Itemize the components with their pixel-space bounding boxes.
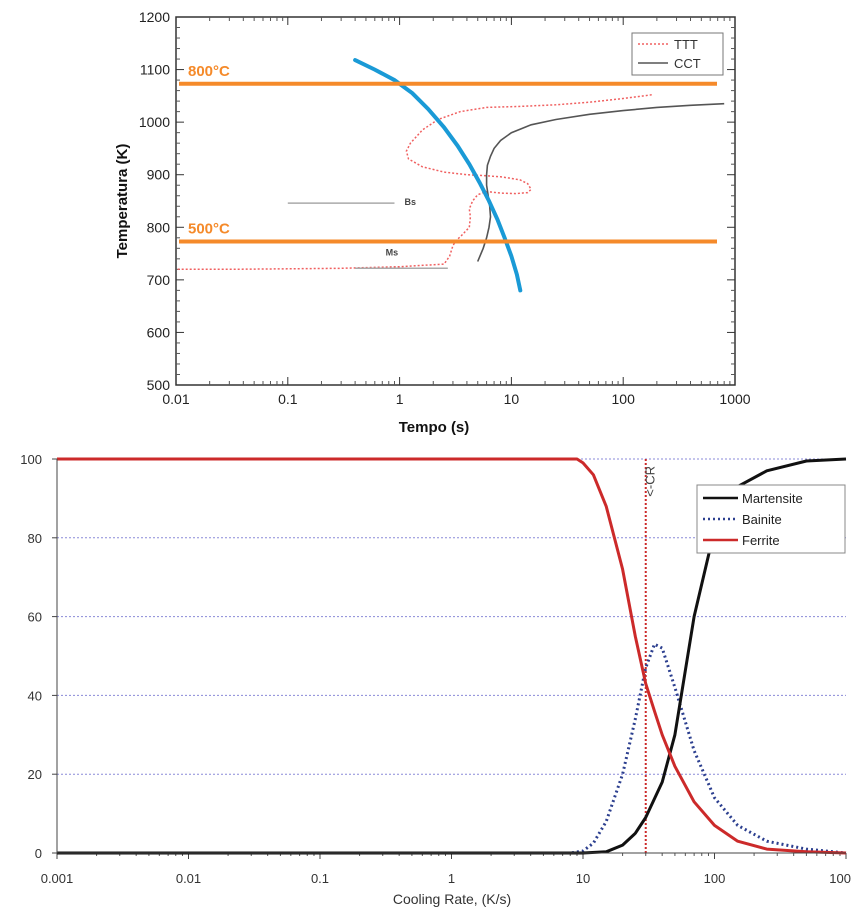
bottom-y-tick-label: 80 xyxy=(28,531,42,546)
bottom-y-tick-label: 100 xyxy=(20,452,42,467)
bottom-y-tick-label: 60 xyxy=(28,610,42,625)
top-y-tick-label: 500 xyxy=(147,377,171,393)
top-y-tick-label: 900 xyxy=(147,167,171,183)
bottom-y-tick-label: 20 xyxy=(28,767,42,782)
top-y-tick-label: 1100 xyxy=(140,62,170,78)
top-x-tick-label: 0.1 xyxy=(278,391,298,407)
top-y-tick-label: 600 xyxy=(147,324,171,340)
legend-martensite-label: Martensite xyxy=(742,491,803,506)
bottom-x-tick-label: 100 xyxy=(704,871,726,886)
phase-fraction-chart: 0 20 40 60 80 100 0.001 0.01 0.1 1 10 100 100 <-CR C… xyxy=(20,452,851,907)
ttt-series-line xyxy=(176,94,652,271)
bottom-x-tick-label: 10 xyxy=(576,871,590,886)
top-x-tick-label: 1 xyxy=(396,391,404,407)
top-y-axis-title: Temperatura (K) xyxy=(114,144,131,259)
bottom-legend-box xyxy=(696,484,846,554)
top-legend-box xyxy=(631,32,724,76)
top-x-tick-label: 10 xyxy=(504,391,520,407)
ferrite-series-line xyxy=(57,457,847,855)
top-y-tick-label: 1000 xyxy=(139,114,170,130)
top-y-tick-label: 1200 xyxy=(139,9,170,25)
legend-ferrite-label: Ferrite xyxy=(742,533,780,548)
top-x-tick-label: 100 xyxy=(612,391,636,407)
ref-label-500c: 500°C xyxy=(188,220,230,237)
top-x-axis-title: Tempo (s) xyxy=(399,419,470,436)
bottom-legend: Martensite Bainite Ferrite xyxy=(696,484,846,554)
ms-label: Ms xyxy=(386,247,399,257)
ref-label-800c: 800°C xyxy=(188,63,230,80)
bottom-x-tick-label: 100 xyxy=(829,871,851,886)
top-axis-ticks: 0.01 0.1 1 10 100 1000 500 600 700 800 900 1000 1100… xyxy=(139,9,751,407)
top-plot-area xyxy=(175,16,736,386)
bottom-x-tick-label: 0.01 xyxy=(176,871,201,886)
bottom-y-tick-label: 0 xyxy=(35,846,42,861)
bottom-series-group: <-CR xyxy=(57,457,847,855)
cct-series-line xyxy=(476,102,725,262)
bottom-x-tick-label: 0.1 xyxy=(311,871,329,886)
ttt-cct-chart: 0.01 0.1 1 10 100 1000 500 600 700 800 900 1000 1100… xyxy=(114,9,751,436)
legend-cct-label: CCT xyxy=(674,56,701,71)
bainite-series-line xyxy=(57,642,847,855)
bottom-x-tick-label: 1 xyxy=(448,871,455,886)
top-y-tick-label: 700 xyxy=(147,272,171,288)
bottom-y-tick-label: 40 xyxy=(28,688,42,703)
top-annotations: Bs Ms 800°C 500°C xyxy=(179,63,717,270)
cr-label: <-CR xyxy=(643,466,658,497)
martensite-series-line xyxy=(57,457,847,855)
top-x-tick-label: 0.01 xyxy=(162,391,189,407)
bottom-x-tick-label: 0.001 xyxy=(41,871,74,886)
legend-ttt-label: TTT xyxy=(674,37,698,52)
top-x-tick-label: 1000 xyxy=(719,391,750,407)
top-y-tick-label: 800 xyxy=(147,219,171,235)
bs-label: Bs xyxy=(404,197,416,207)
top-legend: TTT CCT xyxy=(631,32,724,76)
legend-bainite-label: Bainite xyxy=(742,512,782,527)
bottom-x-axis-title: Cooling Rate, (K/s) xyxy=(393,891,511,907)
